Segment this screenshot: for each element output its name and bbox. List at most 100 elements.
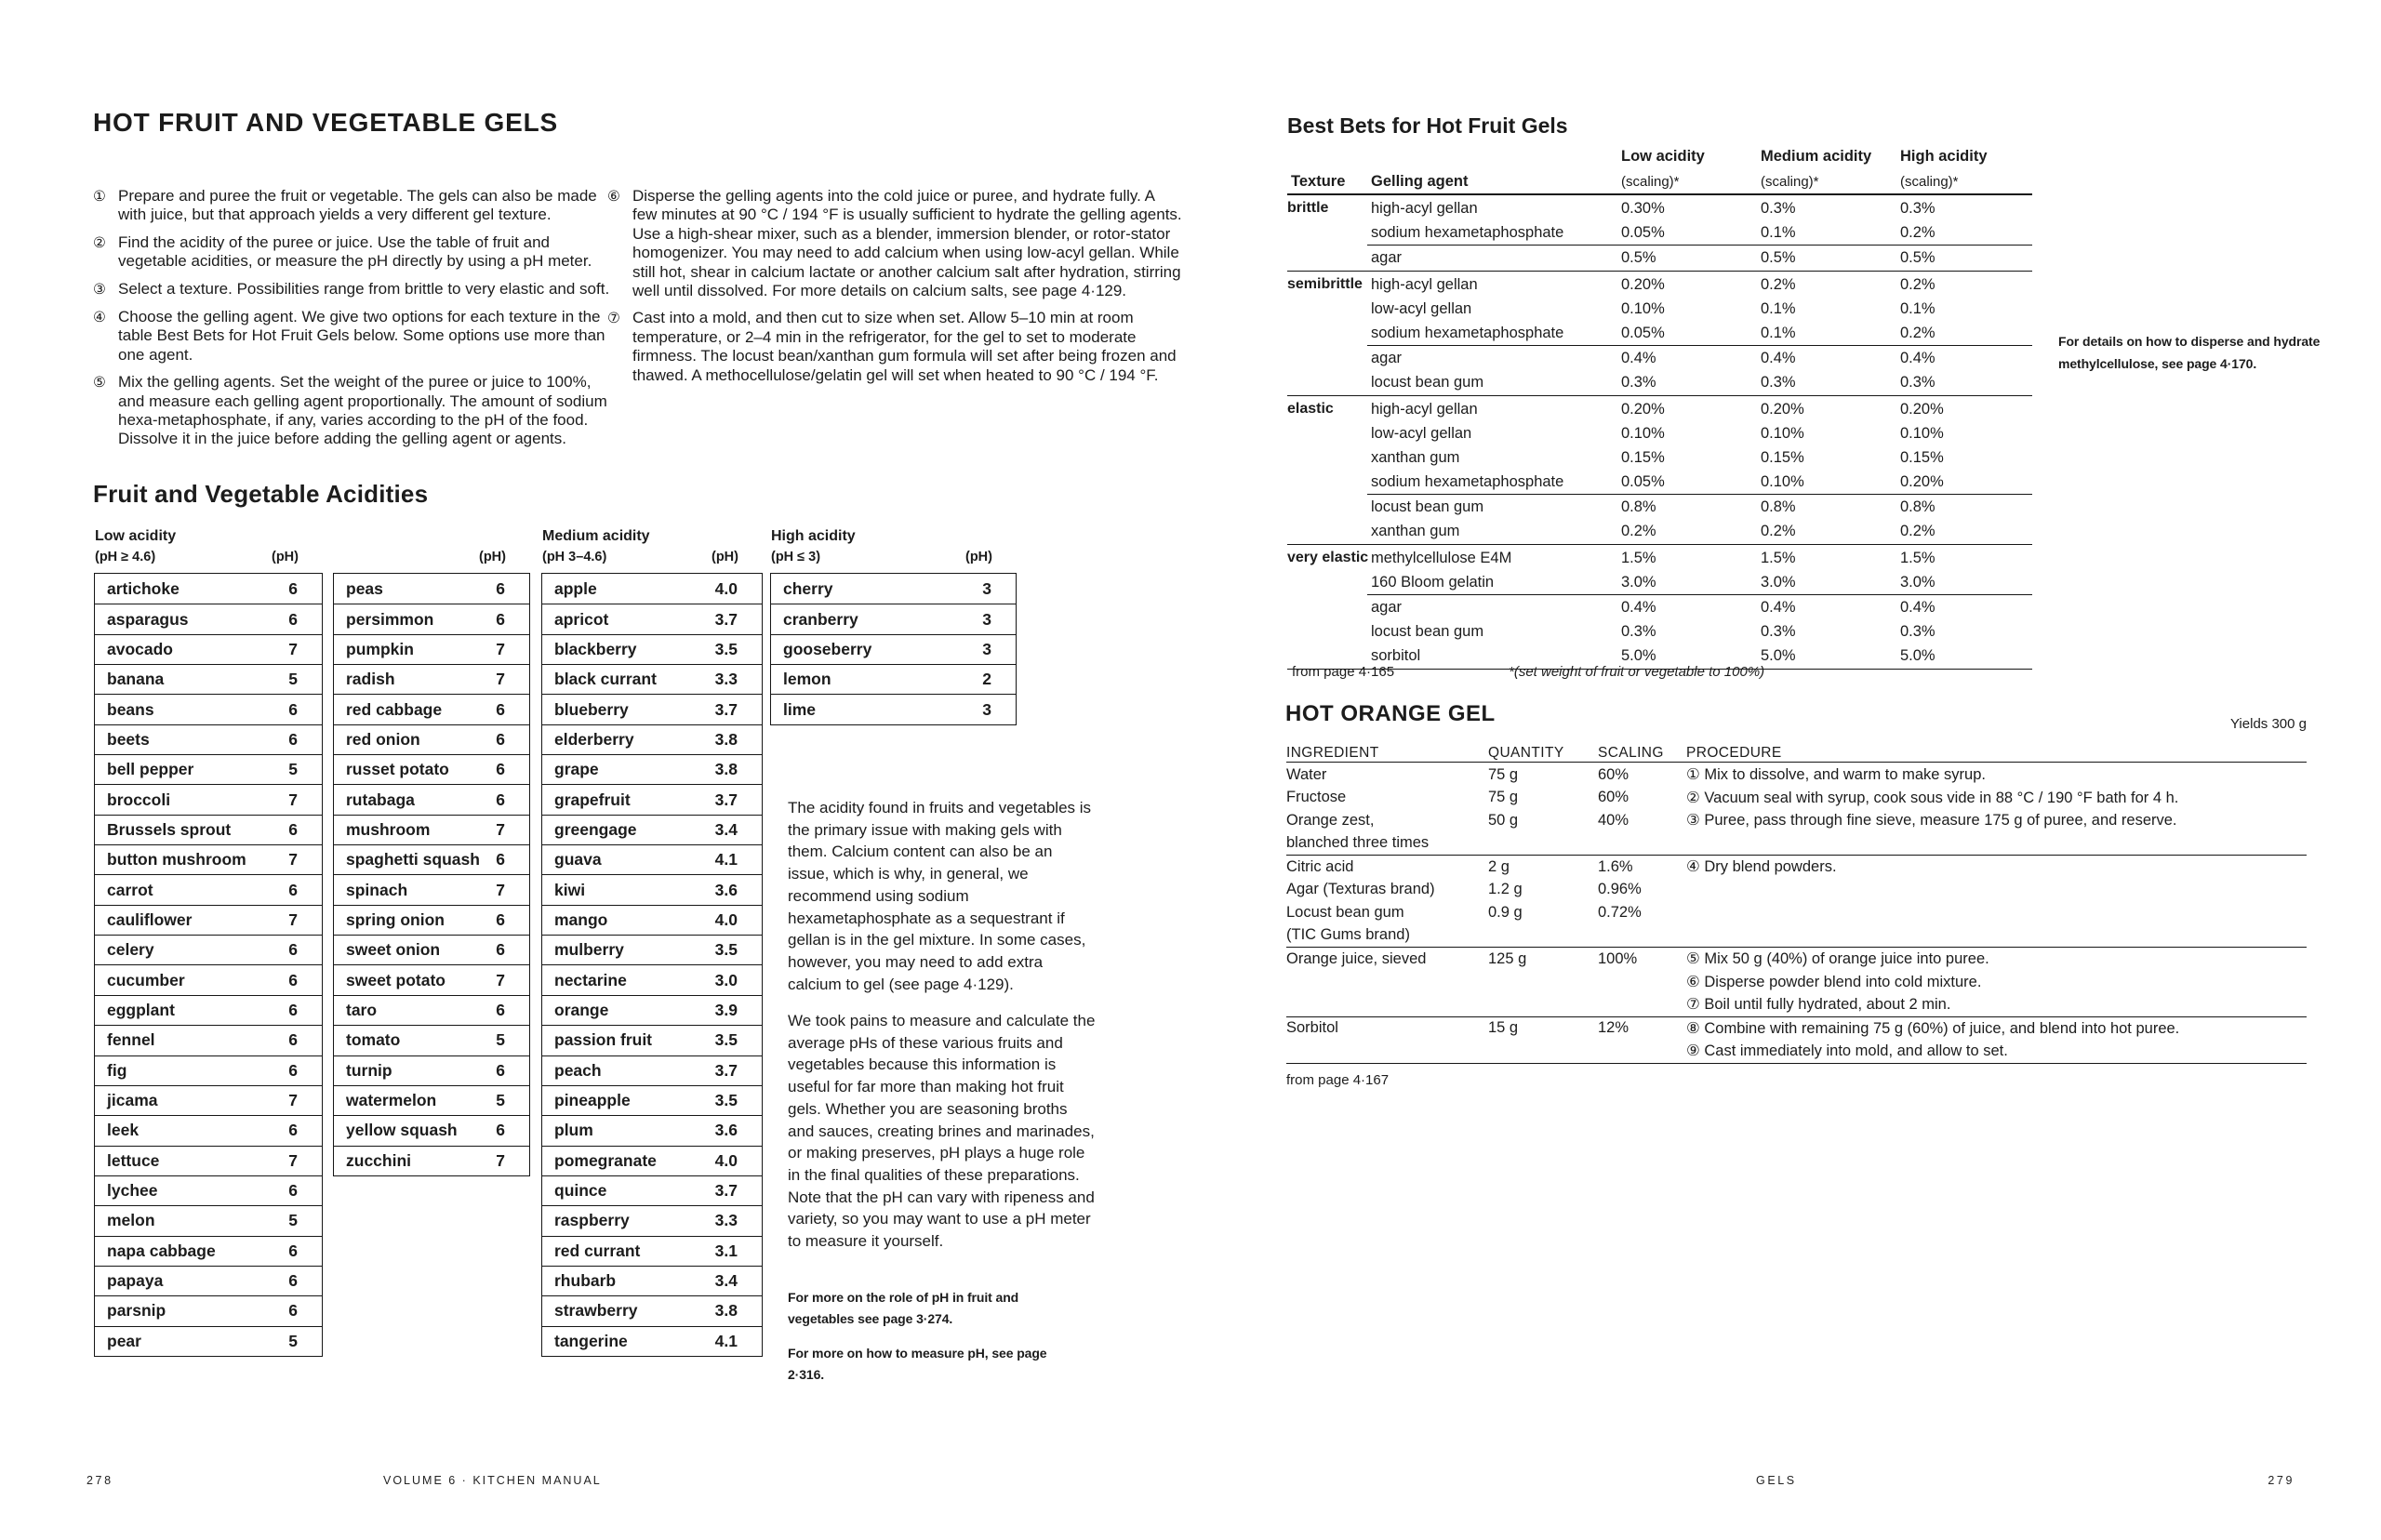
- acidities-column: artichoke 6 asparagus 6 avocado 7 banana 5 beans…: [94, 573, 323, 1357]
- best-bets-row: brittle high-acyl gellan 0.30% 0.3% 0.3%: [1287, 196, 2032, 220]
- acidity-row: black currant 3.3: [542, 664, 762, 694]
- food-name: red currant: [554, 1241, 641, 1260]
- ph-value: 5: [288, 1211, 298, 1230]
- ph-value: 6: [496, 729, 505, 749]
- best-bets-col-agent: Gelling agent: [1371, 173, 1469, 190]
- ph-value: 3.7: [714, 790, 738, 809]
- ph-value: 5: [496, 1091, 505, 1110]
- acidity-row: zucchini 7: [334, 1145, 529, 1175]
- recipe-group: Sorbitol 15 g 12% ⑧ Combine with remaining …: [1286, 1017, 2307, 1064]
- texture-group: semibrittle high-acyl gellan 0.20% 0.2% 0.2%…: [1287, 272, 2032, 396]
- ph-value: 3.7: [714, 1181, 738, 1201]
- high-acidity-value: 0.2%: [1900, 275, 1935, 293]
- ph-value: 4.0: [714, 1150, 738, 1170]
- ingredient-scaling: 1.6%: [1598, 857, 1633, 875]
- acidity-row: cherry 3: [771, 574, 1016, 604]
- food-name: guava: [554, 850, 602, 870]
- ph-value: 6: [288, 1000, 298, 1019]
- texture-label: brittle: [1287, 200, 1329, 216]
- ph-value: 6: [496, 760, 505, 779]
- food-name: passion fruit: [554, 1030, 653, 1050]
- best-bets-acidity-header: High acidity: [1900, 148, 1988, 165]
- ph-value: 4.0: [714, 578, 738, 598]
- footer-section-label: GELS: [1756, 1474, 1797, 1487]
- food-name: quince: [554, 1181, 607, 1201]
- ph-value: 6: [288, 1241, 298, 1260]
- gelling-agent: sodium hexametaphosphate: [1371, 472, 1564, 490]
- food-name: gooseberry: [783, 639, 872, 658]
- high-acidity-value: 0.4%: [1900, 349, 1935, 366]
- high-acidity-value: 0.20%: [1900, 400, 1944, 418]
- food-name: spinach: [346, 880, 408, 899]
- food-name: blueberry: [554, 699, 629, 719]
- medium-acidity-value: 0.10%: [1761, 472, 1804, 490]
- acidity-row: russet potato 6: [334, 754, 529, 784]
- ph-value: 7: [496, 880, 505, 899]
- ph-value: 3.8: [714, 760, 738, 779]
- ingredient-scaling: 60%: [1598, 765, 1629, 783]
- ingredient-scaling: 60%: [1598, 789, 1629, 806]
- ph-value: 7: [496, 670, 505, 689]
- low-acidity-value: 0.4%: [1621, 349, 1656, 366]
- ingredient-quantity: 75 g: [1488, 765, 1519, 783]
- acidity-row: pear 5: [95, 1325, 322, 1356]
- acidity-row: mulberry 3.5: [542, 935, 762, 964]
- acidity-ph-range: (pH ≥ 4.6): [95, 550, 156, 564]
- ingredient-name: Sorbitol: [1286, 1019, 1338, 1037]
- acidity-row: yellow squash 6: [334, 1115, 529, 1145]
- recipe-group: Water 75 g 60% ① Mix to dissolve, and warm …: [1286, 763, 2307, 856]
- acidity-row: plum 3.6: [542, 1115, 762, 1145]
- food-name: leek: [107, 1121, 140, 1140]
- acidity-row: blackberry 3.5: [542, 633, 762, 664]
- food-name: watermelon: [346, 1091, 437, 1110]
- acidity-row: passion fruit 3.5: [542, 1025, 762, 1055]
- food-name: jicama: [107, 1091, 158, 1110]
- acidity-row: mushroom 7: [334, 814, 529, 844]
- best-bets-row: 160 Bloom gelatin 3.0% 3.0% 3.0%: [1287, 570, 2032, 594]
- acidity-row: cucumber 6: [95, 964, 322, 994]
- low-acidity-value: 3.0%: [1621, 573, 1656, 591]
- acidity-row: turnip 6: [334, 1055, 529, 1085]
- ph-value: 6: [288, 578, 298, 598]
- ph-value: 6: [496, 909, 505, 929]
- methylcellulose-note: For details on how to disperse and hydra…: [2058, 334, 2321, 371]
- low-acidity-value: 0.2%: [1621, 522, 1656, 539]
- acidity-row: grapefruit 3.7: [542, 784, 762, 814]
- page-title: HOT FRUIT AND VEGETABLE GELS: [93, 108, 558, 137]
- food-name: turnip: [346, 1060, 392, 1080]
- ph-value: 5: [288, 670, 298, 689]
- food-name: peach: [554, 1060, 602, 1080]
- ingredient-quantity: 15 g: [1488, 1019, 1519, 1037]
- medium-acidity-value: 0.8%: [1761, 498, 1796, 515]
- low-acidity-value: 0.05%: [1621, 472, 1665, 490]
- acidity-row: jicama 7: [95, 1084, 322, 1115]
- food-name: fennel: [107, 1030, 155, 1050]
- high-acidity-value: 0.8%: [1900, 498, 1935, 515]
- best-bets-acidity-header: Low acidity: [1621, 148, 1705, 165]
- instruction-step: ② Find the acidity of the puree or juice.…: [93, 233, 619, 272]
- acidity-row: tangerine 4.1: [542, 1325, 762, 1356]
- medium-acidity-value: 0.1%: [1761, 223, 1796, 241]
- ph-value: 6: [496, 1000, 505, 1019]
- ph-value: 3.8: [714, 1301, 738, 1321]
- recipe-column-header: INGREDIENT: [1286, 745, 1379, 761]
- acidity-row: elderberry 3.8: [542, 724, 762, 754]
- food-name: grapefruit: [554, 790, 631, 809]
- food-name: cherry: [783, 578, 833, 598]
- ingredient-scaling: 12%: [1598, 1019, 1629, 1037]
- food-name: carrot: [107, 880, 153, 899]
- food-name: spring onion: [346, 909, 445, 929]
- footer-volume-label: VOLUME 6 · KITCHEN MANUAL: [383, 1474, 602, 1487]
- medium-acidity-value: 0.3%: [1761, 199, 1796, 217]
- acidity-row: strawberry 3.8: [542, 1295, 762, 1325]
- acidity-row: gooseberry 3: [771, 633, 1016, 664]
- acidity-row: radish 7: [334, 664, 529, 694]
- acidity-row: red currant 3.1: [542, 1235, 762, 1266]
- acidity-row: lychee 6: [95, 1175, 322, 1205]
- ingredient-name: blanched three times: [1286, 834, 1430, 852]
- ph-value: 5: [288, 760, 298, 779]
- high-acidity-value: 0.1%: [1900, 299, 1935, 317]
- acidity-row: nectarine 3.0: [542, 964, 762, 994]
- ingredient-quantity: 2 g: [1488, 857, 1510, 875]
- ph-value: 7: [288, 1091, 298, 1110]
